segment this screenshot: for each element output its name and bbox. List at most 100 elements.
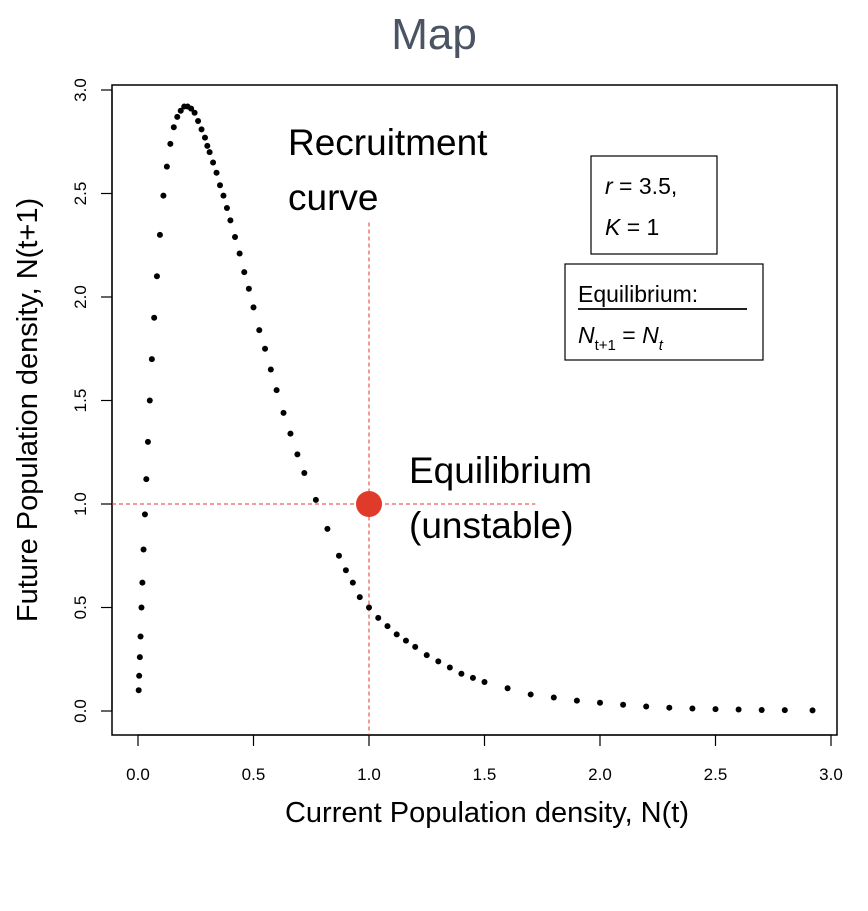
data-point xyxy=(267,366,274,373)
data-point xyxy=(241,269,248,276)
x-axis-title: Current Population density, N(t) xyxy=(285,797,689,829)
data-point xyxy=(620,701,627,708)
data-point xyxy=(375,614,382,621)
data-point xyxy=(245,285,252,292)
recruitment-annotation-line2: curve xyxy=(288,177,378,218)
data-point xyxy=(138,604,145,611)
equation-equals: = xyxy=(616,322,642,348)
data-point xyxy=(349,579,356,586)
data-point xyxy=(139,579,146,586)
data-point xyxy=(342,567,349,574)
equilibrium-condition-heading: Equilibrium: xyxy=(578,281,698,307)
chart-title: Map xyxy=(391,10,477,59)
data-point xyxy=(294,451,301,458)
data-point xyxy=(148,356,155,363)
data-point xyxy=(550,694,557,701)
equilibrium-annotation-line2: (unstable) xyxy=(409,505,574,546)
data-point xyxy=(236,250,243,257)
data-point xyxy=(324,525,331,532)
data-point xyxy=(689,705,696,712)
x-tick-label: 2.5 xyxy=(704,765,728,784)
x-axis: 0.0 0.5 1.0 1.5 2.0 2.5 3.0 xyxy=(126,734,843,784)
data-point xyxy=(137,633,144,640)
data-point xyxy=(146,397,153,404)
data-point xyxy=(312,496,319,503)
data-point xyxy=(335,552,342,559)
r-parameter-label: r xyxy=(605,173,614,199)
y-axis: 0.0 0.5 1.0 1.5 2.0 2.5 3.0 xyxy=(71,78,113,723)
data-point xyxy=(356,594,363,601)
data-point xyxy=(188,105,195,112)
equilibrium-condition-box: Equilibrium: Nt+1 = Nt xyxy=(564,263,764,361)
x-tick-label: 1.5 xyxy=(473,765,497,784)
data-point xyxy=(287,430,294,437)
data-point xyxy=(366,604,372,611)
data-point xyxy=(141,511,148,518)
data-point xyxy=(136,672,143,679)
data-point xyxy=(153,273,160,280)
data-point xyxy=(213,169,220,176)
data-point xyxy=(435,658,442,665)
y-tick-label: 1.0 xyxy=(71,492,90,516)
data-point xyxy=(643,703,650,710)
x-tick-label: 1.0 xyxy=(357,765,381,784)
data-point xyxy=(402,637,409,644)
equation-lhs-var: N xyxy=(578,322,595,348)
svg-text:Nt+1 = Nt: Nt+1 = Nt xyxy=(578,322,664,354)
data-point xyxy=(136,654,143,661)
data-point xyxy=(198,126,205,133)
data-point xyxy=(481,679,488,686)
equation-lhs-subscript: t+1 xyxy=(595,337,616,354)
x-tick-label: 0.5 xyxy=(242,765,266,784)
data-point xyxy=(210,159,217,166)
data-point xyxy=(384,623,391,630)
y-axis-title: Future Population density, N(t+1) xyxy=(12,198,44,622)
r-parameter-value: = 3.5, xyxy=(613,173,678,199)
data-point xyxy=(250,304,257,311)
data-point xyxy=(458,670,465,677)
data-point xyxy=(135,687,142,694)
y-tick-label: 3.0 xyxy=(71,78,90,102)
data-point xyxy=(227,217,234,224)
x-tick-label: 0.0 xyxy=(126,765,150,784)
data-point xyxy=(170,124,177,131)
y-tick-label: 2.0 xyxy=(71,285,90,309)
data-point xyxy=(217,182,224,189)
data-point xyxy=(151,314,158,321)
data-point xyxy=(232,233,239,240)
data-point xyxy=(206,149,213,156)
equilibrium-guides xyxy=(112,222,536,735)
equilibrium-point-group xyxy=(356,491,382,517)
data-point xyxy=(469,674,476,681)
data-point xyxy=(262,345,269,352)
data-point xyxy=(174,113,181,120)
data-point xyxy=(156,231,163,238)
data-point xyxy=(393,631,400,638)
data-point xyxy=(527,691,534,698)
data-point xyxy=(167,140,174,147)
y-tick-label: 1.5 xyxy=(71,389,90,413)
data-point xyxy=(446,664,453,671)
data-point xyxy=(666,704,673,711)
data-point xyxy=(220,192,227,199)
parameter-box: r = 3.5, K = 1 xyxy=(590,155,718,255)
data-point xyxy=(256,327,263,334)
data-point xyxy=(140,546,147,553)
data-point xyxy=(223,204,230,211)
data-point xyxy=(160,192,167,199)
data-point xyxy=(573,697,580,704)
data-point xyxy=(301,469,308,476)
data-point xyxy=(144,438,151,445)
data-point xyxy=(195,118,202,125)
equation-rhs-var: N xyxy=(642,322,659,348)
data-point xyxy=(201,134,208,141)
equilibrium-annotation-line1: Equilibrium xyxy=(409,450,592,491)
recruitment-points xyxy=(135,103,816,714)
data-point xyxy=(712,706,719,713)
x-tick-label: 2.0 xyxy=(588,765,612,784)
data-point xyxy=(273,387,280,394)
svg-text:r = 3.5,: r = 3.5, xyxy=(605,173,677,199)
data-point xyxy=(177,107,184,114)
data-point xyxy=(191,109,198,116)
